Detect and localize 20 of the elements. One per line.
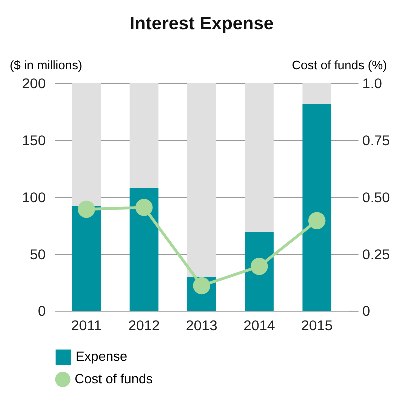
y2-tick-label: 0.75: [362, 134, 390, 150]
y2-tick-label: 0: [362, 304, 371, 320]
y2-tick-label: 0.25: [362, 247, 390, 264]
x-tick-label: 2012: [128, 318, 160, 334]
y-axis-title: ($ in millions): [10, 58, 82, 73]
x-tick-label: 2014: [244, 318, 276, 334]
legend-label: Cost of funds: [74, 371, 154, 386]
x-tick-label: 2011: [71, 318, 102, 334]
legend-label: Expense: [76, 349, 128, 364]
y-tick-label: 50: [30, 247, 46, 264]
y2-tick-label: 1.0: [362, 76, 382, 93]
y-tick-label: 100: [22, 190, 46, 206]
y-tick-label: 200: [22, 76, 46, 93]
y-tick-label: 0: [38, 304, 46, 320]
y-tick-label: 150: [22, 134, 46, 150]
y2-tick-label: 0.50: [362, 190, 390, 206]
chart-title: Interest Expense: [130, 13, 274, 34]
x-tick-label: 2013: [186, 318, 218, 334]
x-tick-label: 2015: [301, 318, 334, 334]
y2-axis-title: Cost of funds (%): [292, 58, 388, 73]
